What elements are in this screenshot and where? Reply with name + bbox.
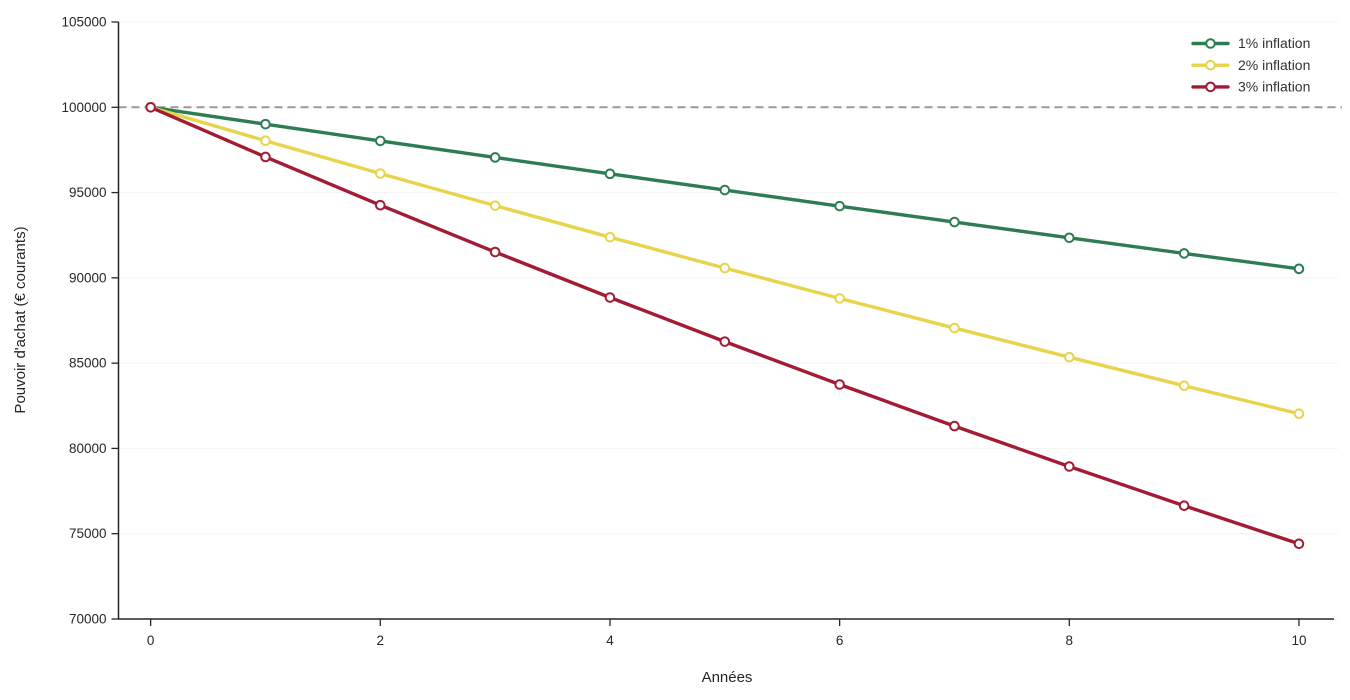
y-tick-label: 80000 (69, 441, 107, 456)
data-point-2-inflation (834, 293, 845, 304)
data-point-2-inflation (604, 231, 616, 243)
series-markers (145, 101, 1305, 550)
legend-marker (1205, 81, 1216, 93)
legend-item-label: 3% inflation (1238, 79, 1310, 95)
x-tick-label: 4 (606, 633, 614, 648)
y-tick-label: 85000 (69, 356, 107, 371)
data-point-3-inflation (145, 101, 156, 113)
series-lines (148, 105, 1301, 546)
x-tick-label: 10 (1291, 633, 1306, 648)
x-tick-label: 8 (1066, 633, 1074, 648)
y-tick-label: 70000 (69, 612, 107, 627)
legend-item-2-inflation: 2% inflation (1191, 57, 1310, 73)
x-tick-label: 2 (377, 633, 385, 648)
series-line-3-inflation (148, 105, 1301, 546)
data-point-3-inflation (375, 199, 386, 211)
data-point-2-inflation (1178, 380, 1190, 392)
legend-marker (1205, 38, 1216, 49)
legend-item-3-inflation: 3% inflation (1191, 79, 1310, 95)
data-point-3-inflation (260, 151, 271, 163)
data-point-1-inflation (719, 184, 731, 196)
data-point-1-inflation (949, 216, 960, 228)
data-point-2-inflation (489, 200, 501, 211)
x-tick-label: 0 (147, 633, 155, 648)
data-point-3-inflation (489, 246, 501, 258)
data-point-3-inflation (1063, 461, 1075, 472)
data-point-1-inflation (1178, 248, 1190, 259)
data-point-1-inflation (489, 152, 501, 163)
data-point-2-inflation (260, 135, 271, 147)
legend-marker (1205, 59, 1216, 71)
data-point-2-inflation (1293, 408, 1305, 420)
data-point-2-inflation (375, 168, 386, 179)
y-tick-label: 90000 (69, 270, 107, 285)
data-point-3-inflation (1293, 538, 1305, 550)
data-point-1-inflation (375, 135, 386, 147)
data-point-1-inflation (604, 168, 616, 180)
tick-labels: 70000 75000 80000 85000 90000 95000 100000 1050… (61, 15, 1306, 649)
axes (111, 21, 1334, 626)
data-point-1-inflation (260, 118, 271, 130)
data-point-3-inflation (604, 292, 616, 303)
data-point-1-inflation (834, 200, 845, 212)
data-point-3-inflation (719, 336, 731, 347)
data-point-3-inflation (1178, 500, 1190, 512)
y-tick-label: 105000 (61, 15, 106, 30)
data-point-3-inflation (949, 420, 960, 432)
x-tick-label: 6 (836, 633, 844, 648)
legend-item-1-inflation: 1% inflation (1191, 35, 1310, 51)
series-line-2-inflation (148, 105, 1301, 416)
data-point-3-inflation (834, 379, 845, 390)
x-axis-title: Années (702, 669, 753, 686)
y-axis-title: Pouvoir d'achat (€ courants) (12, 226, 29, 413)
data-point-2-inflation (949, 322, 960, 334)
y-tick-label: 95000 (69, 185, 107, 200)
gridlines (118, 21, 1338, 620)
y-tick-label: 100000 (61, 100, 106, 115)
data-point-1-inflation (1063, 232, 1075, 244)
legend-item-label: 1% inflation (1238, 35, 1310, 51)
data-point-1-inflation (1293, 263, 1305, 275)
data-point-2-inflation (1063, 351, 1075, 363)
legend: 1% inflation 2% inflation 3% inflation (1191, 35, 1310, 95)
data-point-2-inflation (719, 262, 731, 274)
y-tick-label: 75000 (69, 526, 107, 541)
legend-item-label: 2% inflation (1238, 57, 1310, 73)
